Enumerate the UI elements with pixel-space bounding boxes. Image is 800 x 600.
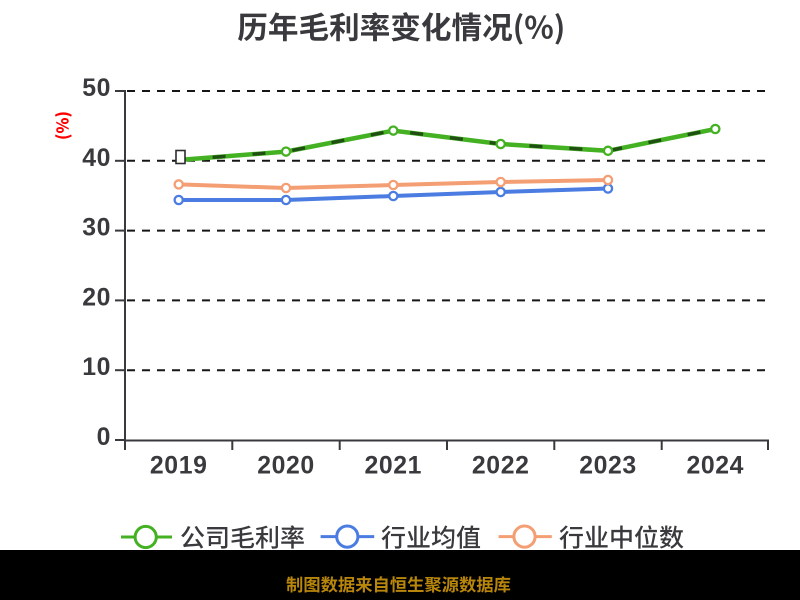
svg-text:2020: 2020	[257, 453, 315, 480]
svg-text:30: 30	[82, 215, 111, 242]
svg-text:0: 0	[97, 424, 111, 451]
svg-text:40: 40	[82, 145, 111, 172]
svg-text:2022: 2022	[472, 453, 530, 480]
svg-text:10: 10	[82, 354, 111, 381]
svg-text:2021: 2021	[365, 453, 423, 480]
svg-text:2023: 2023	[579, 453, 637, 480]
svg-text:2019: 2019	[150, 453, 208, 480]
svg-text:2024: 2024	[687, 453, 745, 480]
svg-text:50: 50	[82, 75, 111, 102]
svg-text:20: 20	[82, 284, 111, 311]
